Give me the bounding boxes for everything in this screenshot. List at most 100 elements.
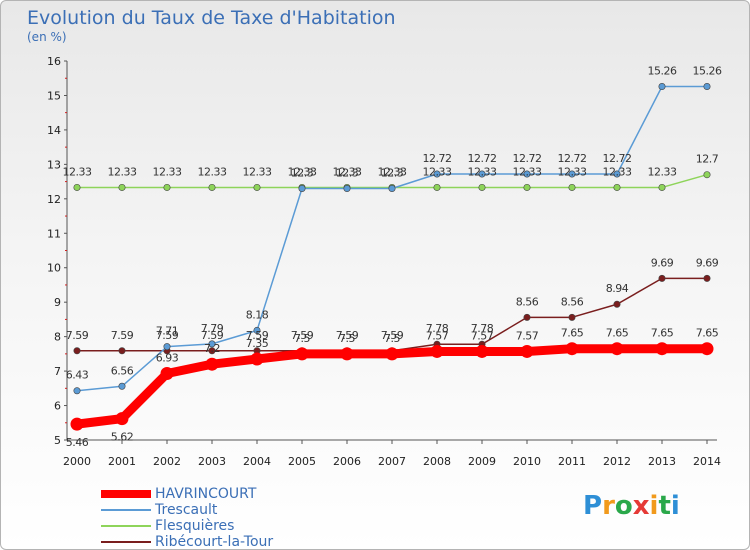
data-point-1: [298, 184, 306, 192]
data-point-2: [433, 183, 441, 191]
data-point-0: [610, 342, 624, 356]
data-label-0: 7.65: [606, 327, 629, 340]
data-label-3: 7.59: [291, 329, 314, 342]
y-tick-label: 13: [47, 158, 61, 171]
data-point-2: [253, 183, 261, 191]
data-point-1: [208, 340, 216, 348]
x-tick-label: 2008: [423, 455, 451, 468]
legend-item-flesquieres[interactable]: Flesquières: [101, 518, 401, 534]
data-label-0: 7.65: [651, 327, 674, 340]
data-point-1: [703, 82, 711, 90]
data-label-0: 7.5: [339, 332, 355, 345]
x-tick-label: 2011: [558, 455, 586, 468]
data-point-0: [385, 347, 399, 361]
data-label-0: 7.65: [561, 327, 584, 340]
data-label-2: 12.33: [63, 165, 92, 178]
data-label-3: 8.56: [561, 295, 584, 308]
data-label-2: 12.33: [108, 165, 137, 178]
data-label-0: 7.5: [294, 332, 310, 345]
legend-swatch-ribecourt: [101, 541, 151, 543]
data-label-1: 12.72: [558, 152, 587, 165]
data-point-1: [433, 170, 441, 178]
x-tick-label: 2006: [333, 455, 361, 468]
data-label-1: 8.18: [246, 308, 269, 321]
data-point-0: [430, 344, 444, 358]
data-point-1: [73, 387, 81, 395]
y-tick-label: 14: [47, 124, 61, 137]
data-label-3: 7.78: [471, 322, 494, 335]
data-point-3: [613, 300, 621, 308]
data-label-3: 8.94: [606, 282, 629, 295]
x-tick-label: 2009: [468, 455, 496, 468]
data-point-3: [73, 347, 81, 355]
data-label-1: 6.43: [66, 369, 89, 382]
legend-item-ribecourt[interactable]: Ribécourt-la-Tour: [101, 534, 401, 550]
x-tick-label: 2004: [243, 455, 271, 468]
data-point-1: [658, 82, 666, 90]
data-label-2: 12.33: [333, 165, 362, 178]
data-point-0: [205, 357, 219, 371]
data-label-2: 12.33: [153, 165, 182, 178]
data-point-0: [70, 417, 84, 431]
data-point-0: [250, 352, 264, 366]
data-label-0: 7.57: [471, 329, 494, 342]
y-tick-label: 12: [47, 193, 61, 206]
data-point-0: [340, 347, 354, 361]
data-label-1: 12.3: [381, 166, 404, 179]
data-label-1: 7.71: [156, 325, 179, 338]
data-label-0: 6.93: [156, 352, 179, 365]
data-label-2: 12.33: [198, 165, 227, 178]
data-label-1: 6.56: [111, 364, 134, 377]
data-point-1: [343, 184, 351, 192]
data-point-0: [295, 347, 309, 361]
data-point-1: [253, 326, 261, 334]
data-point-2: [208, 183, 216, 191]
x-tick-label: 2003: [198, 455, 226, 468]
legend-item-trescault[interactable]: Trescault: [101, 502, 401, 518]
legend-label-ribecourt: Ribécourt-la-Tour: [155, 534, 274, 550]
data-point-2: [703, 171, 711, 179]
data-point-3: [523, 313, 531, 321]
data-point-2: [523, 183, 531, 191]
legend-item-havrincourt[interactable]: HAVRINCOURT: [101, 486, 401, 502]
data-label-3: 7.59: [156, 329, 179, 342]
data-point-1: [613, 170, 621, 178]
data-label-2: 12.33: [243, 165, 272, 178]
y-tick-label: 9: [54, 296, 61, 309]
legend-swatch-trescault: [101, 509, 151, 511]
data-label-2: 12.33: [558, 165, 587, 178]
legend-label-havrincourt: HAVRINCOURT: [155, 486, 257, 502]
legend-swatch-flesquieres: [101, 525, 151, 527]
data-label-1: 12.3: [291, 166, 314, 179]
data-point-2: [613, 183, 621, 191]
data-label-3: 7.59: [246, 329, 269, 342]
data-label-0: 5.62: [111, 431, 134, 444]
data-point-3: [118, 347, 126, 355]
x-tick-label: 2005: [288, 455, 316, 468]
data-point-0: [160, 367, 174, 381]
x-tick-label: 2007: [378, 455, 406, 468]
data-point-1: [478, 170, 486, 178]
data-label-2: 12.7: [696, 153, 719, 166]
data-point-2: [478, 183, 486, 191]
x-tick-label: 2013: [648, 455, 676, 468]
y-tick-label: 15: [47, 89, 61, 102]
data-point-2: [73, 183, 81, 191]
data-label-0: 7.65: [696, 327, 719, 340]
data-label-2: 12.33: [288, 165, 317, 178]
data-label-3: 9.69: [696, 256, 719, 269]
data-label-3: 7.59: [201, 329, 224, 342]
y-tick-label: 5: [54, 434, 61, 447]
data-label-2: 12.33: [513, 165, 542, 178]
x-tick-label: 2002: [153, 455, 181, 468]
y-unit-label: (en %): [27, 30, 67, 44]
x-tick-label: 2010: [513, 455, 541, 468]
data-label-0: 7.57: [516, 329, 539, 342]
data-point-0: [115, 412, 129, 426]
data-point-2: [658, 183, 666, 191]
data-label-1: 15.26: [693, 64, 722, 77]
data-label-2: 12.33: [603, 165, 632, 178]
data-label-1: 12.72: [603, 152, 632, 165]
data-point-0: [655, 342, 669, 356]
